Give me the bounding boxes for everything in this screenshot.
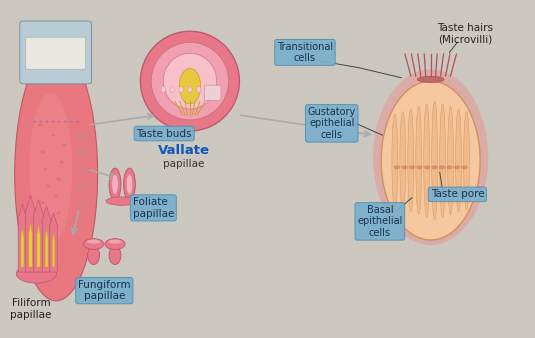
Ellipse shape [109, 246, 121, 264]
FancyArrow shape [25, 195, 36, 272]
Circle shape [431, 165, 438, 169]
Circle shape [446, 165, 453, 169]
Ellipse shape [197, 87, 201, 93]
Text: Transitional
cells: Transitional cells [277, 42, 333, 63]
Ellipse shape [170, 87, 174, 93]
Circle shape [64, 121, 67, 123]
Circle shape [33, 121, 36, 123]
Circle shape [38, 124, 42, 126]
Ellipse shape [109, 168, 121, 200]
Ellipse shape [87, 240, 101, 244]
Circle shape [54, 195, 58, 197]
Ellipse shape [108, 240, 121, 244]
Ellipse shape [29, 93, 72, 245]
Ellipse shape [179, 68, 201, 104]
FancyBboxPatch shape [20, 21, 91, 84]
Circle shape [394, 165, 400, 169]
Ellipse shape [126, 174, 133, 194]
Circle shape [416, 165, 423, 169]
Circle shape [439, 165, 445, 169]
Ellipse shape [400, 112, 406, 210]
Circle shape [58, 121, 61, 123]
Ellipse shape [179, 87, 183, 93]
FancyArrow shape [49, 213, 58, 272]
Circle shape [424, 165, 430, 169]
Text: Fungiform
papillae: Fungiform papillae [78, 280, 131, 301]
Ellipse shape [105, 239, 125, 249]
Text: Basal
epithelial
cells: Basal epithelial cells [357, 205, 402, 238]
FancyArrow shape [28, 223, 33, 267]
FancyArrow shape [21, 228, 24, 267]
Ellipse shape [88, 246, 100, 264]
Ellipse shape [416, 106, 422, 215]
Circle shape [45, 121, 49, 123]
Circle shape [409, 165, 415, 169]
Circle shape [62, 144, 66, 147]
Text: Taste buds: Taste buds [136, 128, 192, 139]
FancyArrow shape [36, 225, 41, 267]
Text: Foliate
papillae: Foliate papillae [133, 197, 174, 219]
Circle shape [38, 218, 42, 221]
Ellipse shape [392, 114, 398, 207]
Circle shape [57, 212, 61, 214]
Circle shape [41, 151, 45, 153]
Circle shape [76, 121, 79, 123]
Ellipse shape [432, 101, 438, 220]
Text: Filiform
papillae: Filiform papillae [10, 298, 52, 320]
Circle shape [51, 134, 56, 137]
Circle shape [39, 121, 42, 123]
FancyArrow shape [18, 204, 27, 272]
Text: Taste pore: Taste pore [431, 189, 484, 199]
FancyBboxPatch shape [204, 85, 221, 101]
Ellipse shape [15, 47, 97, 301]
Circle shape [70, 121, 73, 123]
Ellipse shape [373, 69, 488, 245]
Circle shape [46, 185, 50, 187]
Ellipse shape [17, 264, 57, 283]
Ellipse shape [124, 168, 135, 200]
Circle shape [461, 165, 468, 169]
Ellipse shape [417, 76, 444, 82]
Ellipse shape [215, 87, 219, 93]
Text: Gustatory
epithelial
cells: Gustatory epithelial cells [308, 107, 356, 140]
Circle shape [59, 161, 64, 164]
Ellipse shape [151, 42, 229, 120]
Ellipse shape [448, 106, 454, 215]
FancyArrow shape [52, 233, 55, 267]
Text: papillae: papillae [163, 159, 204, 169]
Text: Vallate: Vallate [157, 144, 210, 157]
Ellipse shape [205, 87, 210, 93]
Ellipse shape [408, 109, 414, 212]
Ellipse shape [161, 87, 165, 93]
FancyArrow shape [45, 229, 48, 267]
Ellipse shape [463, 112, 470, 210]
FancyArrow shape [42, 206, 51, 272]
Ellipse shape [83, 239, 104, 249]
Circle shape [454, 165, 460, 169]
FancyBboxPatch shape [26, 37, 86, 69]
Circle shape [57, 178, 61, 180]
Ellipse shape [140, 31, 239, 131]
Circle shape [51, 121, 55, 123]
Ellipse shape [163, 53, 217, 109]
Ellipse shape [381, 81, 480, 240]
FancyArrow shape [33, 199, 44, 272]
Circle shape [401, 165, 408, 169]
Ellipse shape [424, 104, 430, 217]
Ellipse shape [106, 197, 138, 205]
Circle shape [41, 201, 45, 204]
Ellipse shape [456, 109, 462, 212]
Text: Taste hairs
(Microvilli): Taste hairs (Microvilli) [438, 23, 493, 45]
Ellipse shape [112, 174, 118, 194]
Ellipse shape [188, 87, 192, 93]
Ellipse shape [440, 104, 446, 217]
Circle shape [43, 168, 48, 170]
